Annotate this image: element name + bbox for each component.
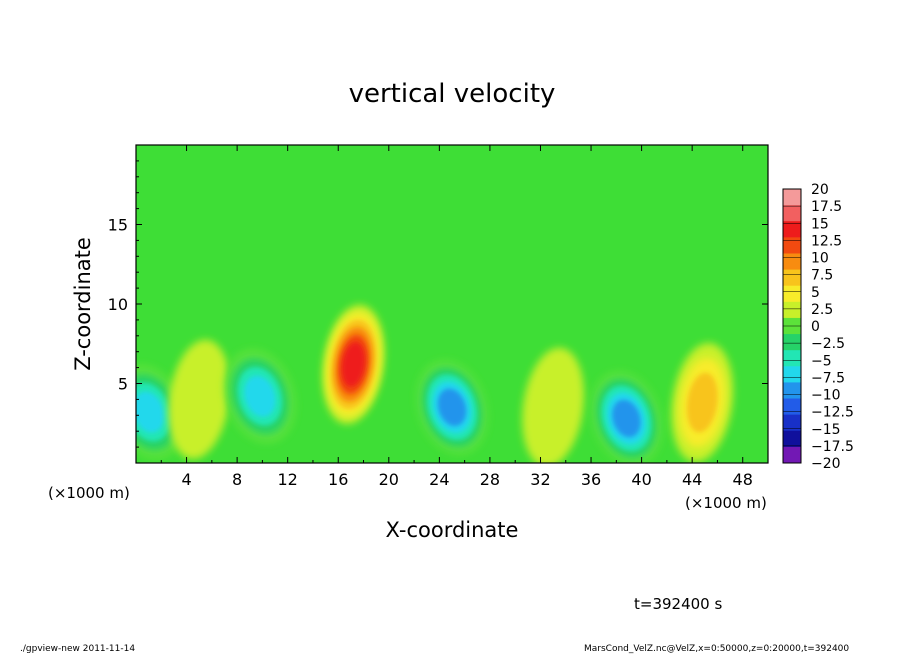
colorbar-swatch	[783, 237, 801, 254]
colorbar-swatch	[783, 382, 801, 400]
x-unit-note-left: (×1000 m)	[48, 484, 130, 502]
x-tick-label: 16	[328, 470, 348, 489]
colorbar-label: −12.5	[811, 405, 854, 421]
colorbar-label: 12.5	[811, 233, 842, 249]
heatmap-contour	[168, 339, 231, 459]
x-tick-label: 48	[733, 470, 753, 489]
x-tick-label: 20	[379, 470, 399, 489]
heatmap-feature	[168, 339, 231, 459]
x-tick-label: 8	[232, 470, 242, 489]
heatmap-field	[136, 304, 734, 463]
heatmap-feature	[224, 349, 296, 444]
y-tick-label: 10	[108, 295, 128, 314]
colorbar-swatch	[783, 269, 801, 287]
y-tick-label: 5	[118, 375, 128, 394]
x-axis: 4 8 12 16 20 24 28 32 36 40 44 48	[160, 145, 753, 489]
heatmap-contour	[437, 388, 467, 427]
colorbar-label: 0	[811, 319, 820, 335]
colorbar-label: −20	[811, 456, 841, 472]
colorbar-swatch	[783, 430, 801, 448]
colorbar-swatch	[783, 446, 801, 464]
heatmap-contour	[686, 372, 718, 433]
colorbar-swatch	[783, 205, 801, 222]
x-unit-note-right: (×1000 m)	[685, 494, 767, 512]
footer-right: MarsCond_VelZ.nc@VelZ,x=0:50000,z=0:2000…	[584, 644, 849, 654]
heatmap-feature	[322, 304, 385, 424]
colorbar-swatch	[783, 189, 801, 206]
time-label: t=392400 s	[634, 595, 722, 613]
x-tick-label: 36	[581, 470, 601, 489]
colorbar-label: 17.5	[811, 199, 842, 215]
y-axis: 5 10 15	[108, 160, 768, 448]
colorbar-label: 5	[811, 285, 820, 301]
colorbar-label: −17.5	[811, 439, 854, 455]
x-tick-label: 28	[480, 470, 500, 489]
heatmap-feature	[416, 360, 488, 455]
colorbar-swatch	[783, 334, 801, 351]
colorbar-swatch	[783, 301, 801, 319]
colorbar-label: −15	[811, 422, 841, 438]
colorbar-swatch	[783, 221, 801, 238]
x-tick-label: 12	[278, 470, 298, 489]
colorbar-label: −10	[811, 388, 841, 404]
colorbar-label: −5	[811, 353, 832, 369]
heatmap-contour	[522, 347, 584, 463]
heatmap-feature	[136, 365, 185, 459]
y-axis-label: Z-coordinate	[71, 237, 95, 371]
heatmap-contour	[612, 399, 641, 438]
colorbar-label: 10	[811, 251, 829, 267]
colorbar-label: 15	[811, 216, 829, 232]
colorbar-label: −7.5	[811, 370, 845, 386]
colorbar-swatch	[783, 366, 801, 383]
colorbar-swatch	[783, 398, 801, 416]
x-tick-label: 40	[631, 470, 651, 489]
x-tick-label: 24	[429, 470, 449, 489]
heatmap-contour	[244, 375, 276, 417]
colorbar-label: 2.5	[811, 302, 833, 318]
x-tick-label: 4	[181, 470, 191, 489]
heatmap-contour	[341, 342, 366, 387]
x-tick-label: 44	[682, 470, 702, 489]
x-tick-label: 32	[530, 470, 550, 489]
colorbar-swatch	[783, 350, 801, 367]
y-tick-label: 15	[108, 216, 128, 235]
colorbar-swatch	[783, 253, 801, 271]
colorbar-label: 20	[811, 182, 829, 198]
footer-left: ./gpview-new 2011-11-14	[20, 644, 135, 654]
heatmap-feature	[522, 347, 584, 463]
chart-title: vertical velocity	[349, 79, 556, 109]
colorbar-label: 7.5	[811, 268, 833, 284]
heatmap-feature	[590, 371, 663, 463]
x-axis-label: X-coordinate	[386, 518, 519, 542]
heatmap-contour	[136, 391, 165, 433]
colorbar-swatch	[783, 285, 801, 303]
colorbar-label: −2.5	[811, 336, 845, 352]
heatmap-feature	[671, 343, 734, 463]
colorbar-swatch	[783, 414, 801, 432]
